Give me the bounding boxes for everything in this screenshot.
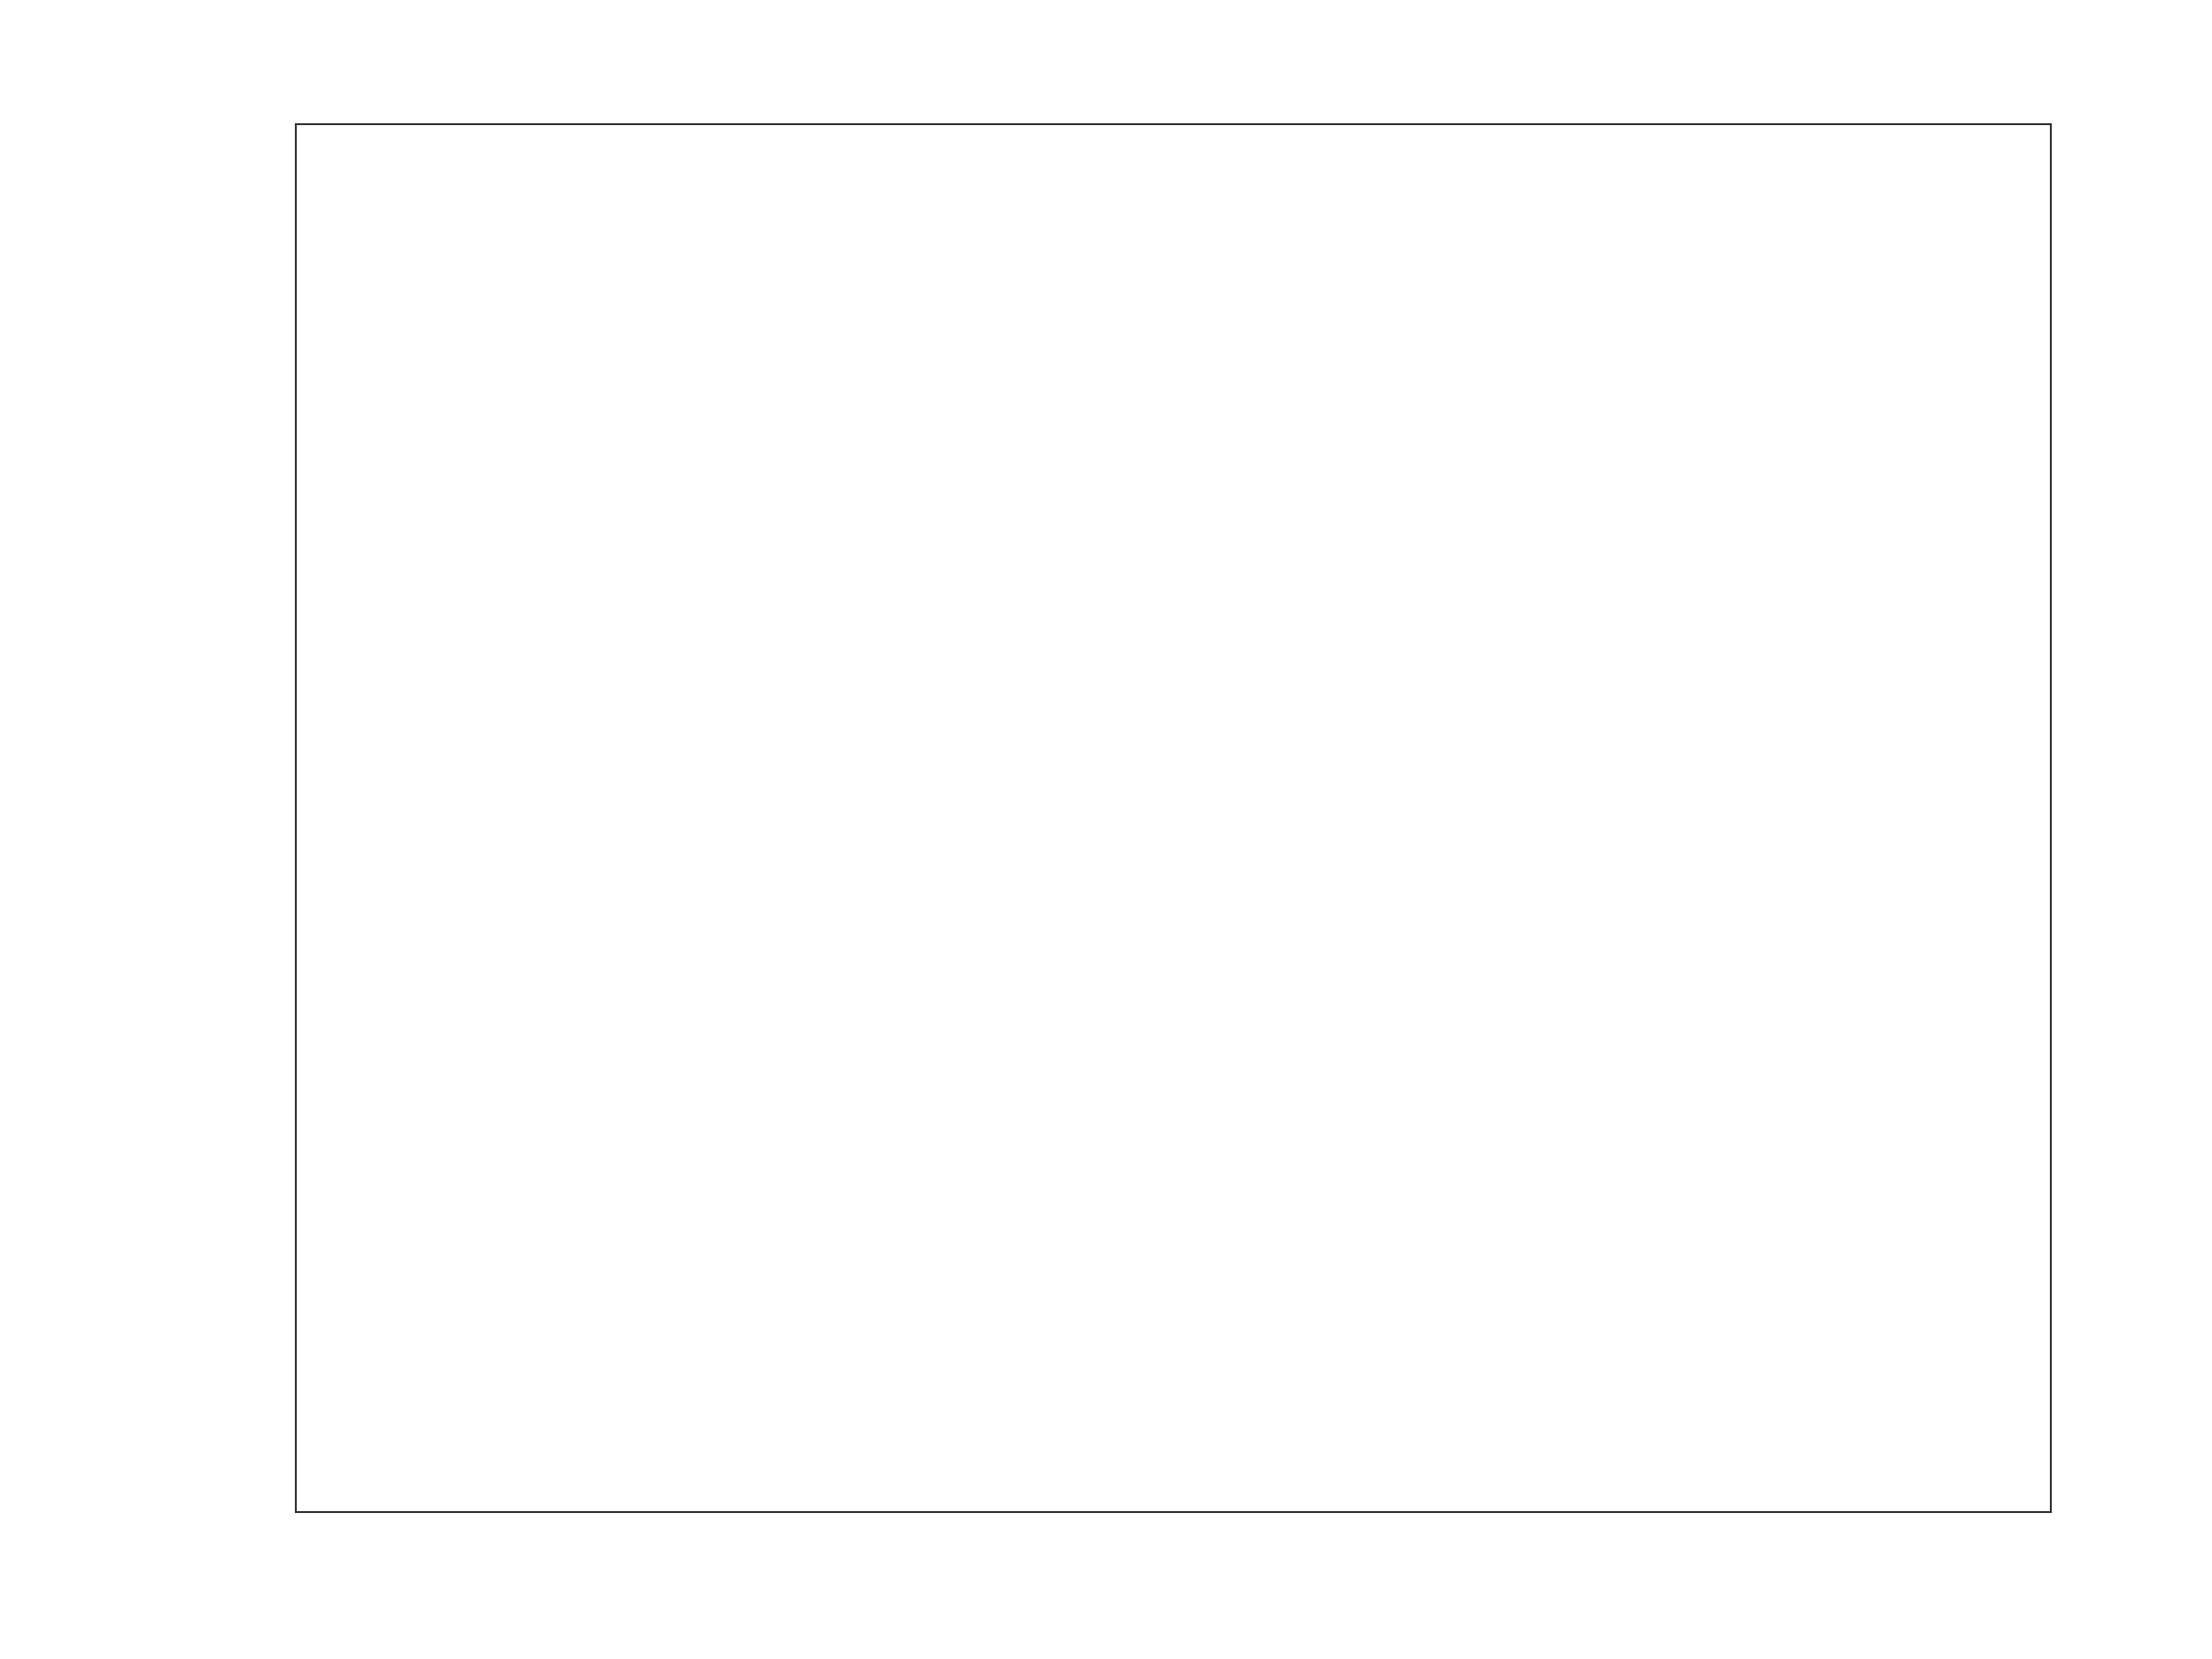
plot-area: [295, 123, 2052, 1513]
waveform-canvas: [297, 125, 2050, 1511]
